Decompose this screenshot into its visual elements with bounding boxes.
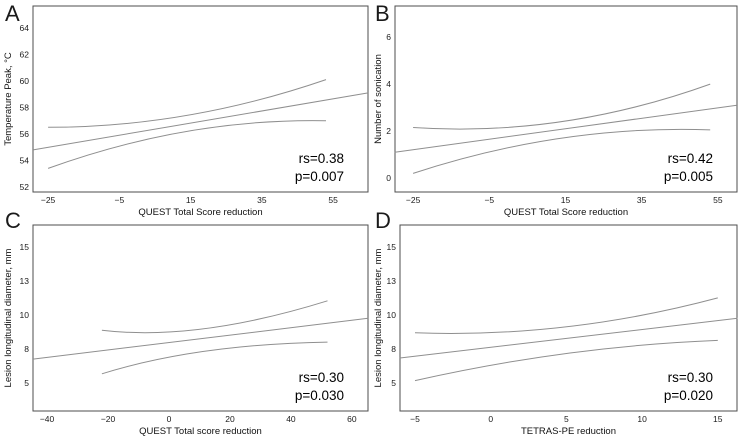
y-tick-label: 4 (386, 79, 391, 89)
x-tick-label: 35 (257, 195, 267, 205)
ci-lower (47, 120, 327, 169)
panel-letter-d: D (375, 208, 391, 233)
plot-border (32, 5, 369, 193)
plot-c: −40 −20 0 20 40 60 5 8 10 13 15 rs=0.30 p=0.030 QUEST… (3, 224, 369, 437)
plot-b: −25 −5 15 35 55 0 2 4 6 rs=0.42 p=0.005 QUEST Total… (373, 5, 738, 218)
ci-upper (414, 297, 718, 334)
panel-b: B −25 −5 15 35 55 0 2 4 6 rs=0.42 p=0.005 QUEST Tot… (370, 0, 740, 219)
y-tick-label: 62 (20, 49, 30, 59)
y-tick-label: 64 (20, 23, 30, 33)
y-axis-label: Temperature Peak, °C (3, 52, 14, 146)
annotation-p: p=0.005 (664, 169, 713, 184)
x-tick-label: 20 (225, 414, 235, 424)
x-tick-label: 0 (167, 414, 172, 424)
y-tick-label: 10 (387, 310, 397, 320)
panel-letter-c: C (5, 208, 21, 233)
y-tick-label: 0 (386, 173, 391, 183)
y-tick-label: 6 (386, 32, 391, 42)
panel-letter-b: B (375, 1, 390, 26)
plot-d: −5 0 5 10 15 5 8 10 13 15 rs=0.30 p=0.020 TETRAS-PE … (373, 224, 738, 437)
y-tick-label: 5 (391, 378, 396, 388)
y-tick-label: 13 (387, 276, 397, 286)
y-tick-label: 52 (20, 182, 30, 192)
x-tick-label: 55 (328, 195, 338, 205)
y-tick-label: 58 (20, 102, 30, 112)
y-tick-label: 5 (24, 378, 29, 388)
x-tick-label: 60 (347, 414, 357, 424)
y-tick-label: 13 (20, 276, 30, 286)
annotation-p: p=0.020 (664, 388, 713, 403)
x-tick-label: 55 (713, 195, 723, 205)
x-tick-label: −5 (114, 195, 124, 205)
x-tick-label: 0 (488, 414, 493, 424)
panel-a: A −25 −5 15 35 55 52 54 56 58 60 62 64 rs=0.38 p=0.00… (0, 0, 370, 219)
y-tick-label: 15 (387, 242, 397, 252)
x-axis-label: TETRAS-PE reduction (521, 426, 616, 437)
y-tick-label: 60 (20, 76, 30, 86)
x-tick-label: 10 (637, 414, 647, 424)
ci-lower (414, 339, 718, 382)
x-axis-label: QUEST Total score reduction (139, 426, 262, 437)
x-tick-label: 15 (713, 414, 723, 424)
y-axis-label: Number of sonication (373, 54, 384, 144)
plot-border (394, 5, 738, 193)
annotation-rs: rs=0.42 (668, 151, 713, 166)
plot-a: −25 −5 15 35 55 52 54 56 58 60 62 64 rs=0.38 p=0.007 Q… (3, 5, 369, 218)
panel-d: D −5 0 5 10 15 5 8 10 13 15 rs=0.30 p=0.020 TETRAS-P… (370, 210, 740, 438)
annotation-rs: rs=0.30 (299, 370, 344, 385)
panel-c: C −40 −20 0 20 40 60 5 8 10 13 15 rs=0.30 p=0.030 QUE… (0, 210, 370, 438)
x-tick-label: 40 (286, 414, 296, 424)
x-axis-label: QUEST Total Score reduction (138, 207, 262, 218)
annotation-p: p=0.030 (295, 388, 344, 403)
x-axis-label: QUEST Total Score reduction (504, 207, 628, 218)
regression-line (33, 92, 369, 151)
x-tick-label: −25 (41, 195, 56, 205)
annotation-rs: rs=0.38 (299, 151, 344, 166)
x-tick-label: −25 (406, 195, 421, 205)
y-tick-label: 10 (20, 310, 30, 320)
y-tick-label: 56 (20, 129, 30, 139)
x-tick-label: −5 (484, 195, 494, 205)
y-tick-label: 15 (20, 242, 30, 252)
x-tick-label: −5 (410, 414, 420, 424)
ci-upper (48, 79, 327, 128)
annotation-rs: rs=0.30 (668, 370, 713, 385)
ci-lower (412, 128, 711, 174)
x-tick-label: 35 (637, 195, 647, 205)
ci-upper (101, 300, 328, 334)
x-tick-label: −20 (101, 414, 116, 424)
ci-lower (101, 341, 328, 375)
y-tick-label: 8 (24, 344, 29, 354)
x-tick-label: 15 (561, 195, 571, 205)
y-axis-label: Lesion longitudinal diameter, mm (3, 248, 14, 387)
regression-line (399, 317, 738, 359)
ci-upper (413, 83, 711, 130)
x-tick-label: 15 (186, 195, 196, 205)
panel-letter-a: A (5, 1, 20, 26)
y-tick-label: 2 (386, 126, 391, 136)
annotation-p: p=0.007 (295, 169, 344, 184)
y-axis-label: Lesion longitudinal diameter, mm (373, 248, 384, 387)
y-tick-label: 54 (20, 155, 30, 165)
regression-line (32, 317, 369, 360)
x-tick-label: −40 (40, 414, 55, 424)
regression-line (394, 104, 737, 153)
x-tick-label: 5 (564, 414, 569, 424)
y-tick-label: 8 (391, 344, 396, 354)
